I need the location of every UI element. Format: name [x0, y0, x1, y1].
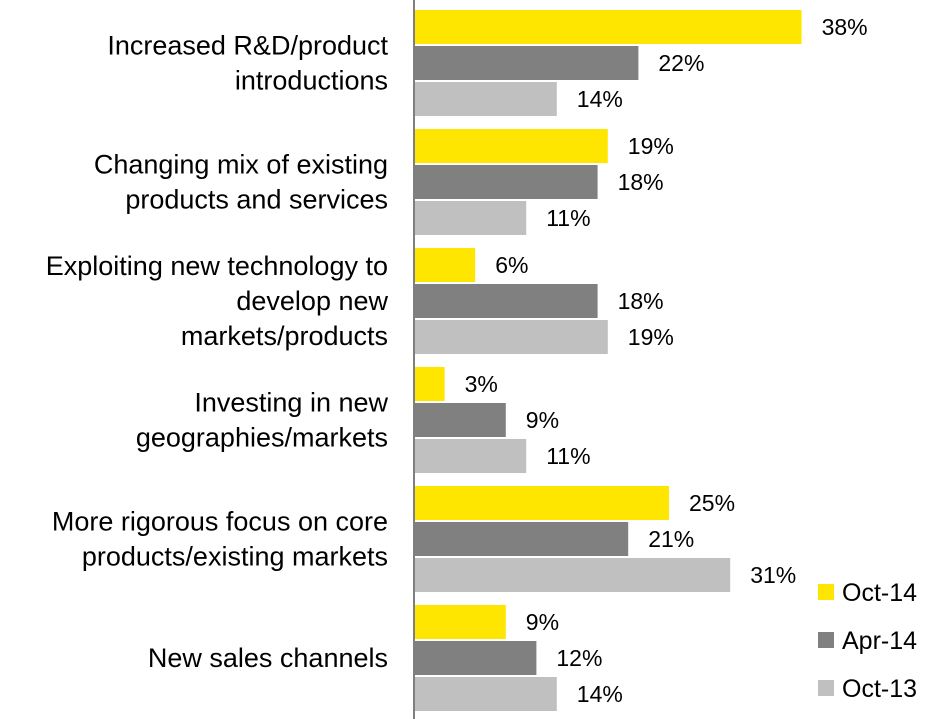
data-label-apr-14-3: 9%	[526, 407, 559, 433]
data-label-oct-13-3: 11%	[546, 443, 590, 469]
category-label-2: Exploiting new technology to develop new m…	[46, 251, 389, 351]
category-label-0: Increased R&D/product introductions	[107, 31, 388, 96]
data-label-apr-14-4: 21%	[648, 526, 694, 552]
data-label-oct-14-5: 9%	[526, 609, 559, 635]
category-label-4: More rigorous focus on core products/exis…	[52, 507, 388, 572]
bar-apr-14-5	[414, 641, 537, 675]
category-label-line: geographies/markets	[136, 423, 388, 453]
data-label-oct-13-5: 14%	[577, 681, 623, 707]
bars-layer	[414, 10, 802, 711]
category-label-line: develop new	[236, 286, 388, 316]
bar-oct-14-0	[414, 10, 802, 44]
bar-oct-13-2	[414, 320, 608, 354]
data-label-oct-13-4: 31%	[750, 562, 796, 588]
bar-apr-14-1	[414, 165, 598, 199]
legend-swatch-oct-13	[818, 680, 834, 696]
bar-oct-13-3	[414, 439, 527, 473]
category-label-line: More rigorous focus on core	[52, 507, 388, 537]
data-label-oct-13-0: 14%	[577, 86, 623, 112]
bar-oct-13-5	[414, 677, 557, 711]
category-label-line: New sales channels	[148, 643, 388, 673]
category-label-line: Exploiting new technology to	[46, 251, 388, 281]
category-label-line: introductions	[235, 66, 388, 96]
data-label-apr-14-1: 18%	[618, 169, 664, 195]
legend-swatch-apr-14	[818, 632, 834, 648]
category-label-3: Investing in new geographies/markets	[136, 388, 389, 453]
category-label-line: Changing mix of existing	[94, 150, 388, 180]
data-label-oct-13-2: 19%	[628, 324, 674, 350]
category-label-line: Increased R&D/product	[107, 31, 388, 61]
category-label-1: Changing mix of existing products and ser…	[94, 150, 388, 215]
bar-apr-14-3	[414, 403, 506, 437]
bar-oct-13-4	[414, 558, 731, 592]
data-label-apr-14-0: 22%	[658, 50, 704, 76]
bar-oct-14-5	[414, 605, 506, 639]
labels-layer: 38% 22% 14% Increased R&D/product introducti…	[46, 14, 868, 707]
legend: Oct-14 Apr-14 Oct-13	[818, 579, 917, 703]
data-label-apr-14-5: 12%	[556, 645, 602, 671]
bar-apr-14-2	[414, 284, 598, 318]
data-label-oct-13-1: 11%	[546, 205, 590, 231]
bar-oct-13-0	[414, 82, 557, 116]
data-label-apr-14-2: 18%	[618, 288, 664, 314]
bar-oct-14-4	[414, 486, 669, 520]
bar-oct-14-2	[414, 248, 476, 282]
category-label-line: products/existing markets	[82, 542, 388, 572]
legend-label-apr-14: Apr-14	[842, 627, 917, 655]
category-label-line: Investing in new	[194, 388, 388, 418]
data-label-oct-14-2: 6%	[495, 252, 528, 278]
data-label-oct-14-3: 3%	[465, 371, 498, 397]
legend-label-oct-14: Oct-14	[842, 579, 917, 607]
bar-oct-14-3	[414, 367, 445, 401]
legend-swatch-oct-14	[818, 584, 834, 600]
bar-oct-13-1	[414, 201, 527, 235]
data-label-oct-14-1: 19%	[628, 133, 674, 159]
legend-label-oct-13: Oct-13	[842, 675, 917, 703]
data-label-oct-14-0: 38%	[822, 14, 868, 40]
bar-oct-14-1	[414, 129, 608, 163]
bar-apr-14-4	[414, 522, 629, 556]
bar-apr-14-0	[414, 46, 639, 80]
category-label-line: products and services	[125, 185, 388, 215]
data-label-oct-14-4: 25%	[689, 490, 735, 516]
category-label-line: markets/products	[181, 321, 388, 351]
category-label-5: New sales channels	[148, 643, 388, 673]
